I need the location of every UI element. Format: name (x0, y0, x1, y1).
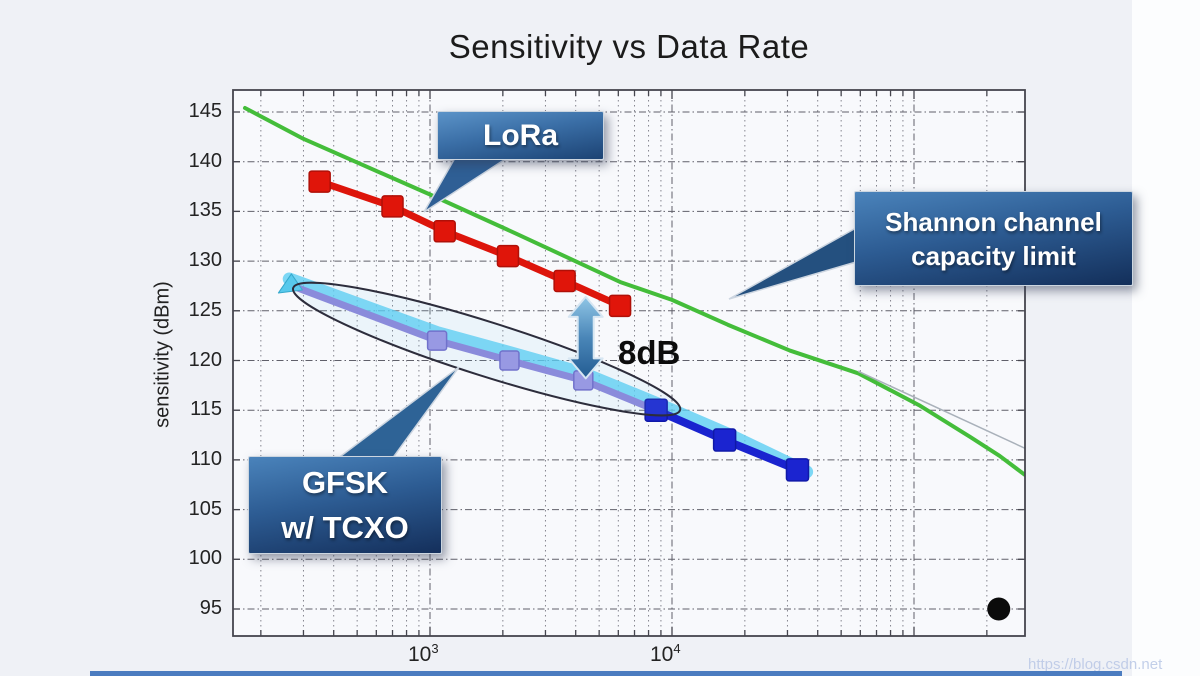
y-tick-label: 125 (188, 298, 222, 321)
y-tick-label: 135 (188, 199, 222, 222)
callout-shannon-line1: Shannon channel (885, 206, 1102, 237)
delta-8db-label: 8dB (618, 334, 681, 371)
y-tick-label: 140 (188, 149, 222, 172)
callout-gfsk-line2: w/ TCXO (281, 510, 409, 545)
callout-shannon-line2: capacity limit (911, 240, 1076, 271)
callout-shannon: Shannon channel capacity limit (854, 191, 1133, 286)
x-tick-label: 104 (650, 641, 681, 666)
x-tick-label: 103 (408, 641, 439, 666)
right-margin-band (1132, 0, 1200, 676)
y-tick-label: 130 (188, 249, 222, 272)
watermark: https://blog.csdn.net (1028, 656, 1163, 673)
bottom-accent-bar (90, 671, 1122, 676)
y-tick-label: 115 (190, 398, 222, 421)
y-tick-label: 110 (190, 447, 222, 470)
chart-title: Sensitivity vs Data Rate (448, 28, 810, 65)
callout-gfsk: GFSK w/ TCXO (248, 456, 442, 554)
y-tick-label: 145 (188, 100, 222, 122)
y-tick-label: 95 (199, 597, 222, 619)
y-tick-label: 100 (188, 547, 222, 570)
callout-gfsk-line1: GFSK (301, 465, 389, 500)
y-tick-label: 120 (188, 348, 222, 371)
y-tick-label: 105 (188, 497, 222, 520)
callout-lora: LoRa (437, 111, 604, 160)
callout-lora-label: LoRa (483, 118, 558, 152)
